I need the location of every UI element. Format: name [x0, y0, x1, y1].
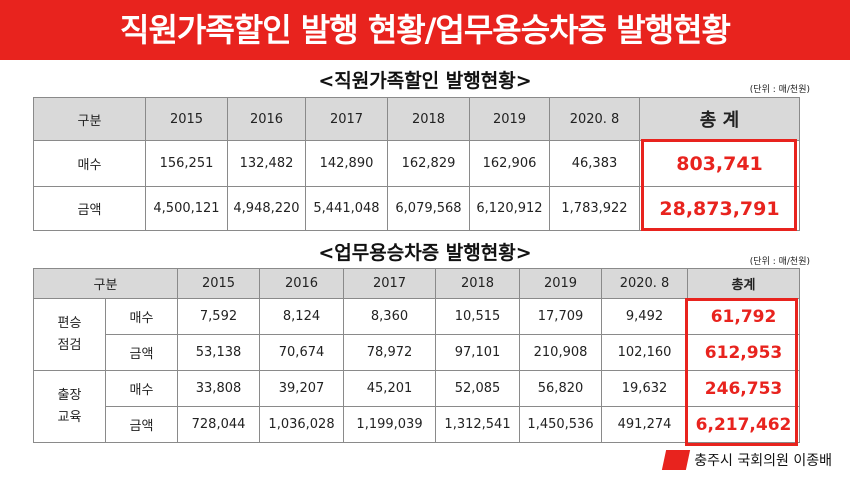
table-cell: 102,160: [601, 334, 689, 371]
table2: 구분 2015 2016 2017 2018 2019 2020. 8 총계 편…: [32, 268, 801, 443]
table-cell: 728,044: [177, 406, 261, 443]
table2-group-label: 출장 교육: [33, 370, 106, 443]
table-cell: 46,383: [549, 140, 640, 187]
table-cell: 45,201: [343, 370, 437, 407]
table-cell: 7,592: [177, 298, 261, 335]
table-cell: 4,500,121: [145, 186, 228, 231]
table1-header-2020: 2020. 8: [549, 97, 640, 141]
table-row: 금액 53,138 70,674 78,972 97,101 210,908 1…: [34, 334, 801, 371]
table-cell: 1,036,028: [259, 406, 345, 443]
table2-header-2015: 2015: [177, 268, 261, 299]
table-cell: 6,120,912: [469, 186, 550, 231]
table-cell: 53,138: [177, 334, 261, 371]
table2-title: <업무용승차증 발행현황>: [318, 242, 532, 264]
table-cell: 9,492: [601, 298, 689, 335]
table-cell: 33,808: [177, 370, 261, 407]
table2-total: 6,217,462: [687, 406, 801, 443]
table-cell: 78,972: [343, 334, 437, 371]
table-cell: 97,101: [435, 334, 521, 371]
table1-header-category: 구분: [33, 97, 146, 141]
table-cell: 6,079,568: [387, 186, 470, 231]
table1-header-2016: 2016: [227, 97, 306, 141]
table-cell: 39,207: [259, 370, 345, 407]
title-banner: 직원가족할인 발행 현황/업무용승차증 발행현황: [0, 0, 850, 60]
table1-header-total: 총 계: [639, 97, 800, 141]
table1-header-2018: 2018: [387, 97, 470, 141]
table-cell: 1,450,536: [519, 406, 603, 443]
table-cell: 4,948,220: [227, 186, 306, 231]
table2-header-2017: 2017: [343, 268, 437, 299]
table-cell: 56,820: [519, 370, 603, 407]
table1-header-2019: 2019: [469, 97, 550, 141]
red-parallelogram-icon: [662, 450, 691, 470]
table1: 구분 2015 2016 2017 2018 2019 2020. 8 총 계 …: [33, 97, 800, 231]
table2-row-label: 금액: [104, 334, 179, 371]
table1-row-label: 매수: [33, 140, 146, 187]
table-cell: 5,441,048: [305, 186, 388, 231]
table2-total: 61,792: [687, 298, 801, 335]
table-cell: 19,632: [601, 370, 689, 407]
table-row: 금액 4,500,121 4,948,220 5,441,048 6,079,5…: [33, 186, 800, 231]
table2-total: 612,953: [687, 334, 801, 371]
table2-unit: (단위 : 매/천원): [749, 257, 810, 267]
table-cell: 1,783,922: [549, 186, 640, 231]
table-cell: 8,124: [259, 298, 345, 335]
table1-total-count: 803,741: [639, 140, 800, 187]
banner-title: 직원가족할인 발행 현황/업무용승차증 발행현황: [120, 11, 731, 49]
table2-group-label: 편승 점검: [33, 298, 106, 371]
table1-total-amount: 28,873,791: [639, 186, 800, 231]
table-cell: 142,890: [305, 140, 388, 187]
table-row: 출장 교육 매수 33,808 39,207 45,201 52,085 56,…: [33, 370, 801, 443]
table-row: 매수 156,251 132,482 142,890 162,829 162,9…: [33, 140, 800, 187]
table2-header-2019: 2019: [519, 268, 603, 299]
table1-header-2017: 2017: [305, 97, 388, 141]
table2-header-category: 구분: [32, 268, 179, 299]
table-cell: 8,360: [343, 298, 437, 335]
table1-row-label: 금액: [33, 186, 146, 231]
table-cell: 162,829: [387, 140, 470, 187]
table2-header-total: 총계: [687, 268, 801, 299]
table-cell: 210,908: [519, 334, 603, 371]
table-cell: 156,251: [145, 140, 228, 187]
table-cell: 1,199,039: [343, 406, 437, 443]
table-cell: 491,274: [601, 406, 689, 443]
table2-header-2018: 2018: [435, 268, 521, 299]
table-row: 편승 점검 매수 7,592 8,124 8,360 10,515 17,709…: [33, 298, 801, 371]
table-cell: 162,906: [469, 140, 550, 187]
table-cell: 52,085: [435, 370, 521, 407]
table-row: 금액 728,044 1,036,028 1,199,039 1,312,541…: [34, 406, 801, 443]
table2-row-label: 금액: [104, 406, 179, 443]
table1-unit: (단위 : 매/천원): [749, 85, 810, 95]
table-cell: 132,482: [227, 140, 306, 187]
table2-header-2016: 2016: [259, 268, 345, 299]
table1-header-2015: 2015: [145, 97, 228, 141]
table2-total: 246,753: [687, 370, 801, 407]
table-cell: 17,709: [519, 298, 603, 335]
table2-header-row: 구분 2015 2016 2017 2018 2019 2020. 8 총계: [32, 268, 801, 299]
table1-header-row: 구분 2015 2016 2017 2018 2019 2020. 8 총 계: [33, 97, 800, 141]
table2-row-label: 매수: [104, 298, 179, 335]
table2-row-label: 매수: [104, 370, 179, 407]
table1-title: <직원가족할인 발행현황>: [318, 70, 532, 92]
footer-text: 충주시 국회의원 이종배: [694, 453, 832, 469]
footer-credit: 충주시 국회의원 이종배: [662, 450, 832, 470]
table-cell: 70,674: [259, 334, 345, 371]
table2-header-2020: 2020. 8: [601, 268, 689, 299]
table-cell: 10,515: [435, 298, 521, 335]
table-cell: 1,312,541: [435, 406, 521, 443]
